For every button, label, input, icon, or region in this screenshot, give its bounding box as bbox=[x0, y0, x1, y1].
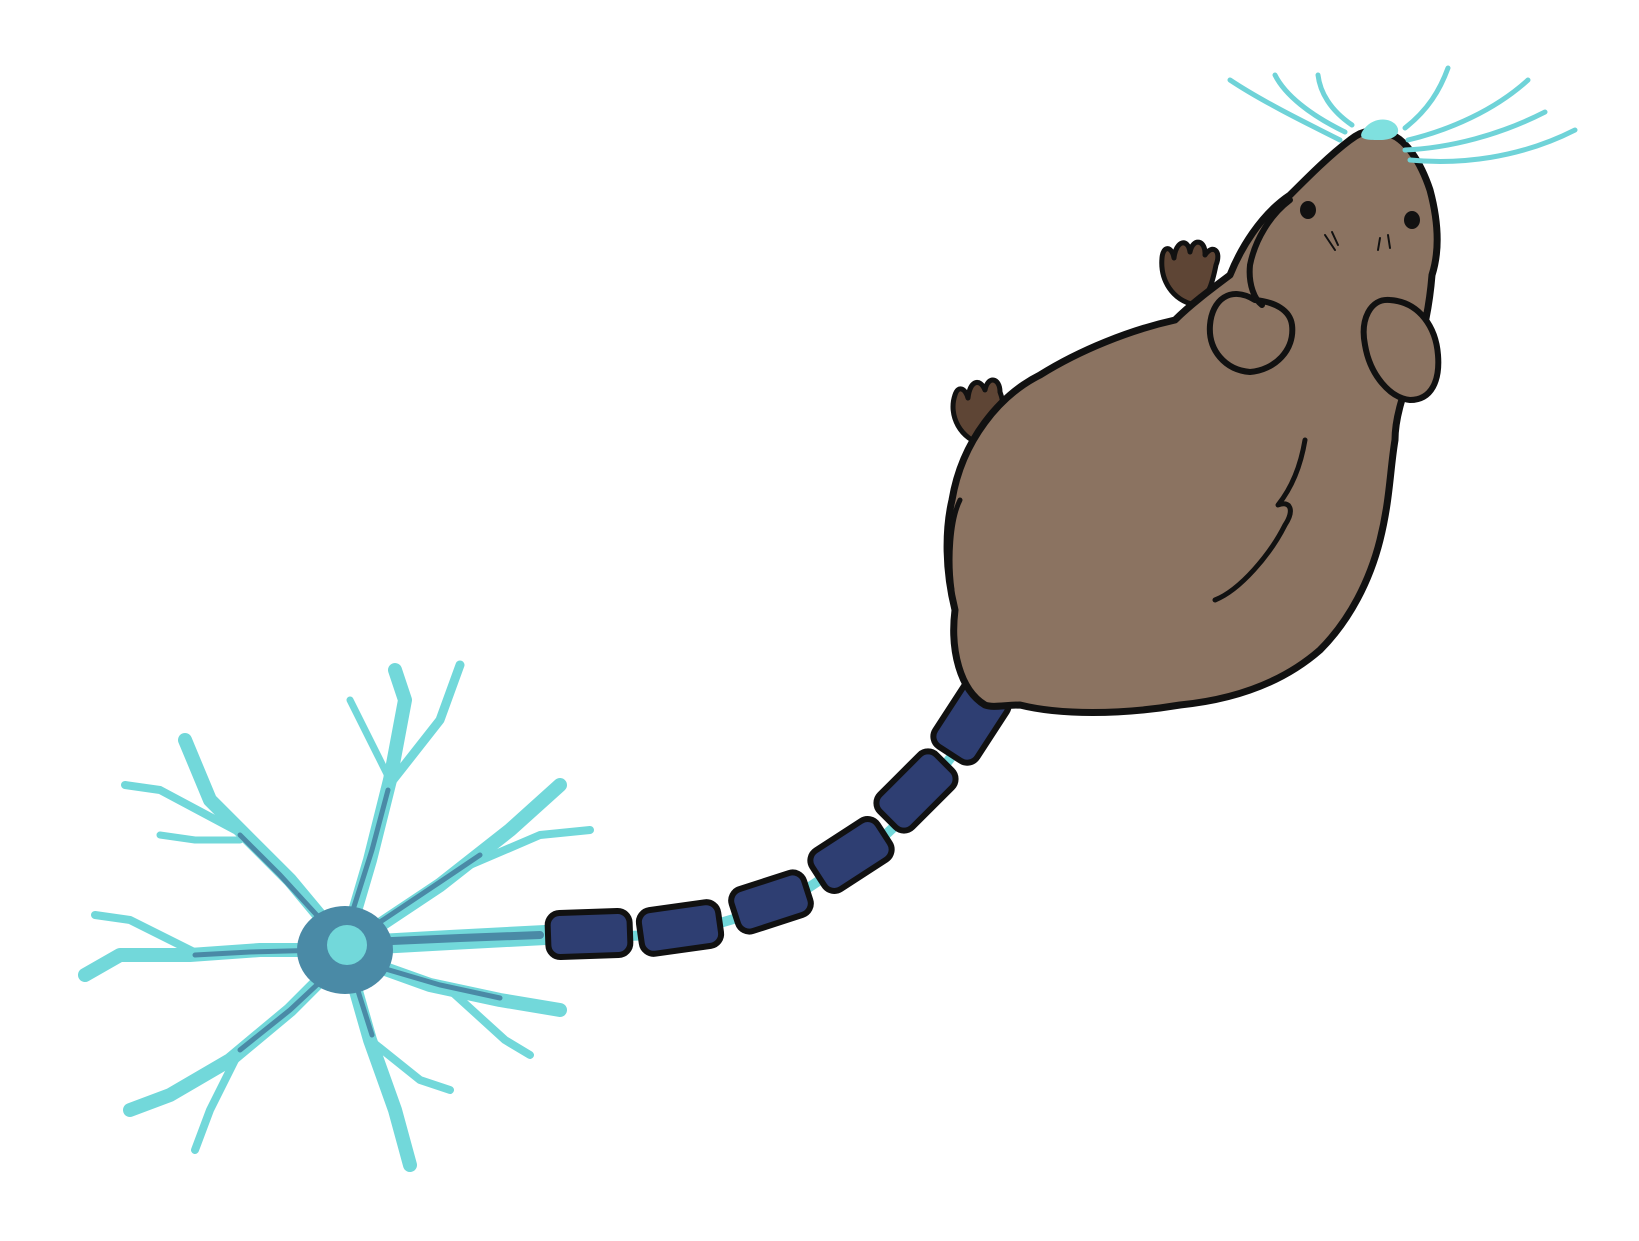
body-side-edge bbox=[947, 497, 963, 593]
nose bbox=[1361, 119, 1399, 140]
dendrite-downleft bbox=[123, 958, 342, 1117]
left-ear bbox=[1206, 291, 1296, 375]
snout-marks bbox=[1324, 231, 1391, 251]
dendrite-upleft-branch bbox=[121, 781, 239, 834]
front-paw bbox=[1159, 239, 1221, 308]
streak bbox=[359, 959, 503, 1001]
whisker bbox=[1272, 72, 1348, 135]
whisker bbox=[1227, 77, 1343, 143]
dendrite-upleft bbox=[178, 733, 347, 947]
axon-tail bbox=[544, 671, 1012, 961]
myelin-segment-1 bbox=[544, 907, 634, 961]
whiskers bbox=[1227, 65, 1578, 164]
mouse bbox=[943, 119, 1442, 716]
whisker bbox=[1405, 77, 1531, 143]
mark bbox=[1377, 237, 1381, 251]
mark bbox=[1331, 231, 1339, 246]
streak bbox=[366, 931, 544, 946]
dendrite-down-branch bbox=[366, 1036, 454, 1094]
head-edge bbox=[1246, 197, 1293, 308]
mark bbox=[1387, 234, 1391, 249]
mouse-body bbox=[943, 126, 1441, 716]
dendrite-right-up-branch bbox=[466, 826, 594, 869]
dendrite-up-branch-2 bbox=[346, 696, 394, 784]
right-eye bbox=[1404, 211, 1420, 229]
dendrite-upleft-branch-2 bbox=[156, 831, 244, 844]
fur-line bbox=[1212, 437, 1308, 603]
whisker bbox=[1402, 109, 1548, 153]
myelin-segment-3 bbox=[728, 869, 814, 935]
neuron-nucleus bbox=[327, 925, 367, 965]
right-ear bbox=[1360, 296, 1442, 403]
left-eye bbox=[1300, 201, 1316, 219]
dendrite-downleft-branch bbox=[191, 1046, 244, 1154]
myelin-segment-4 bbox=[807, 816, 895, 894]
neuron bbox=[78, 660, 594, 1172]
myelin-segment-2 bbox=[635, 899, 725, 957]
dendrite-left-branch bbox=[91, 911, 204, 959]
mark bbox=[1324, 234, 1336, 251]
whisker bbox=[1407, 127, 1578, 164]
dendrite-right-down-branch bbox=[446, 986, 534, 1059]
myelin-segment-5 bbox=[873, 748, 959, 834]
streak bbox=[362, 852, 483, 935]
whisker bbox=[1402, 65, 1451, 131]
whisker bbox=[1315, 72, 1355, 128]
streak bbox=[342, 787, 391, 938]
dendrite-up-branch bbox=[380, 660, 465, 795]
